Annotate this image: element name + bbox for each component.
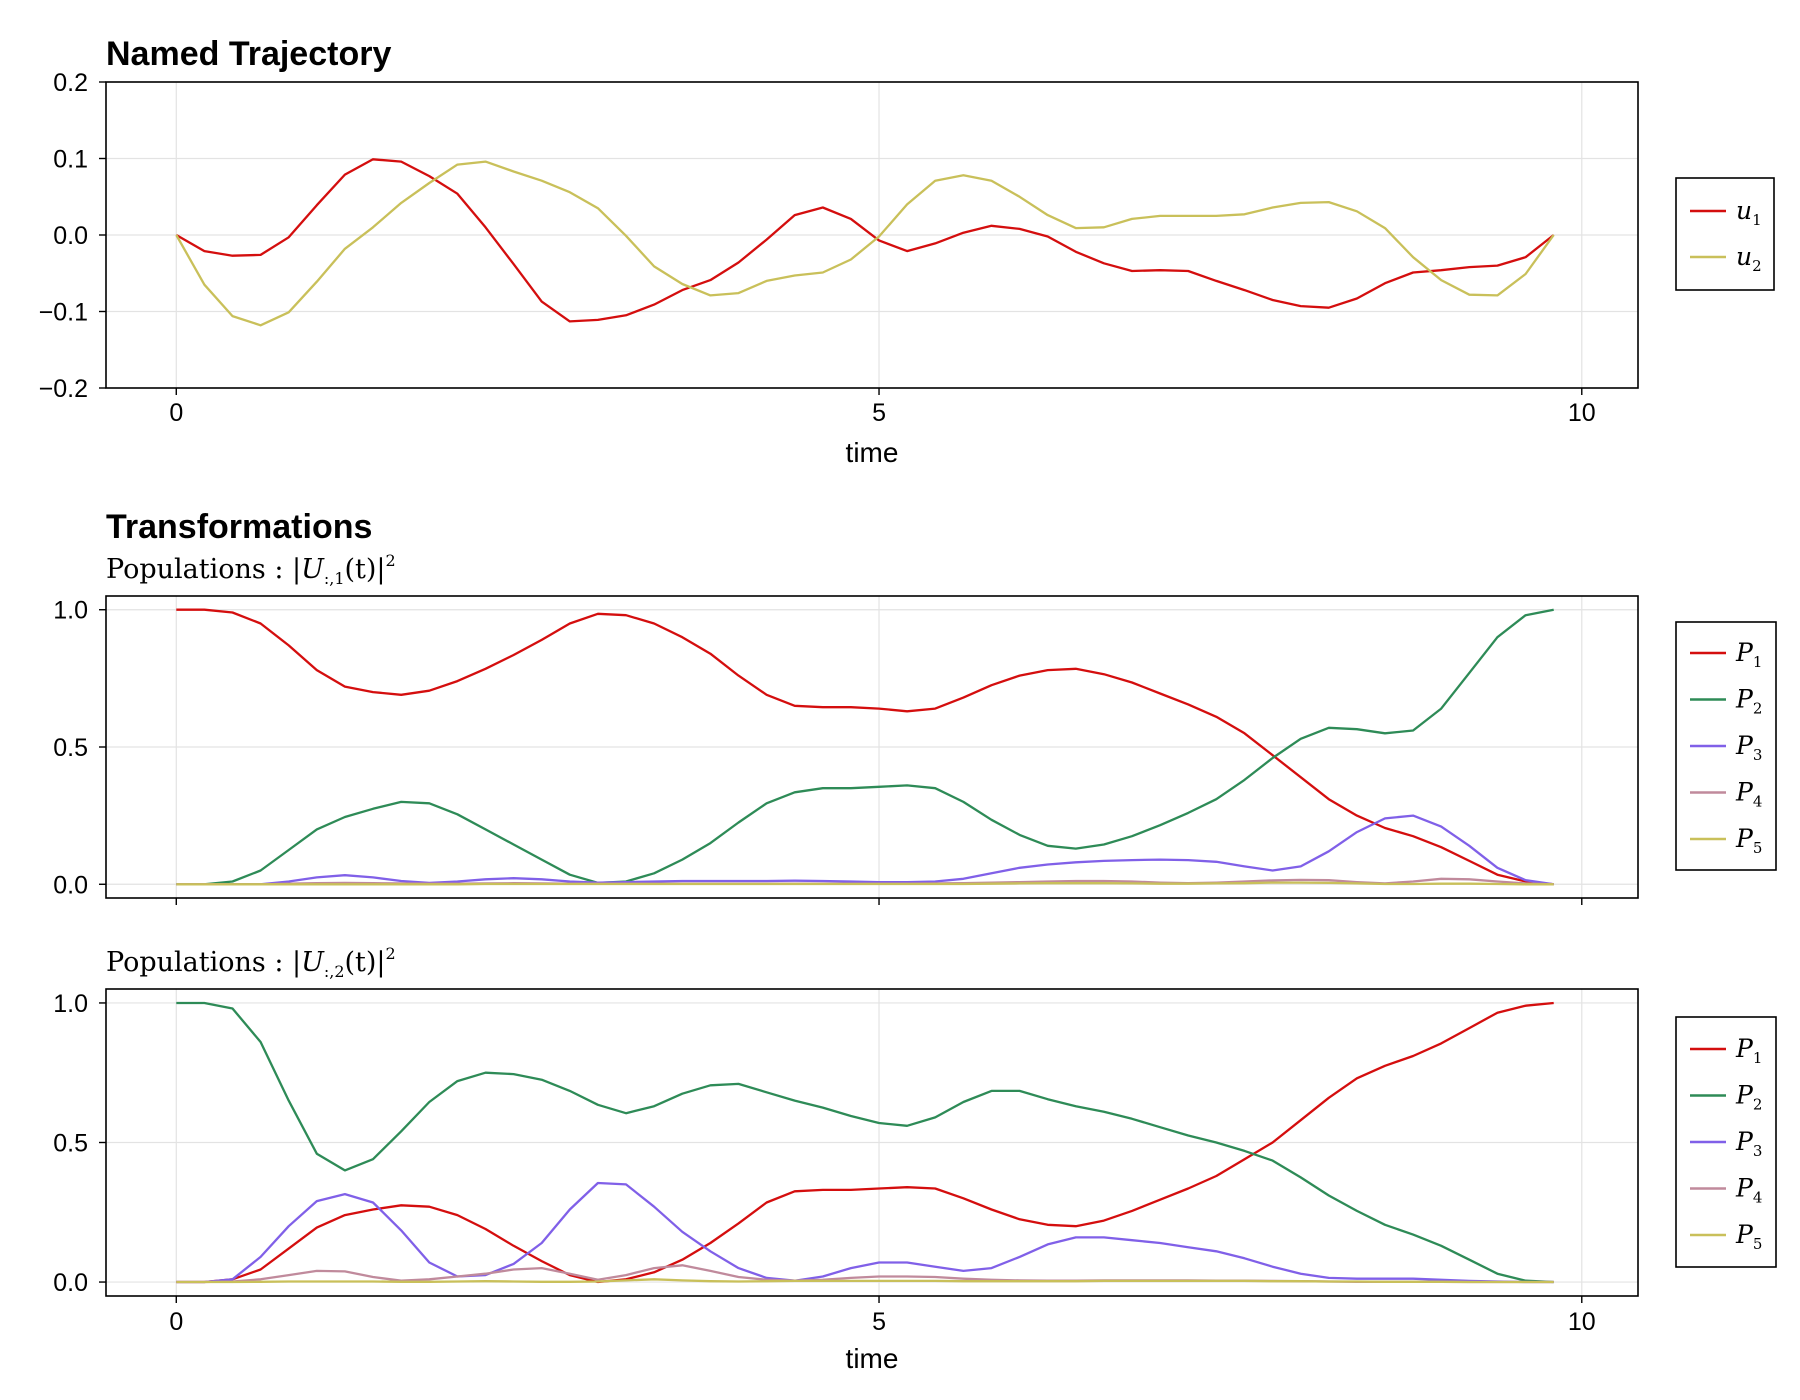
y-tick-label: 0.5 (53, 1130, 88, 1158)
legend-label-P4: P4 (1735, 1174, 1762, 1207)
y-tick-label: 0.5 (53, 734, 88, 762)
chart-subtitle: Populations : |U:,2(t)|2 (106, 944, 396, 981)
series-line-P3 (176, 1181, 1554, 1284)
chart-panel-3: Populations : |U:,2(t)|2 1.0 0.5 0.0 0 5 10 tim… (53, 944, 1777, 1374)
y-tick-label: 1.0 (53, 597, 88, 625)
series-line-P1 (176, 608, 1554, 886)
legend: P1 P2 P3 P4 P5 (1675, 1016, 1777, 1268)
series-line-u2 (175, 160, 1555, 327)
legend-label-P3: P3 (1735, 1127, 1762, 1160)
legend-label-u1: u1 (1736, 196, 1762, 229)
series-line-P2 (176, 1001, 1554, 1284)
y-tick-label: 0.2 (53, 69, 88, 97)
legend-label-P1: P1 (1735, 1034, 1762, 1067)
legend-label-u2: u2 (1736, 242, 1762, 275)
series-line-P2 (176, 608, 1554, 886)
x-tick-label: 0 (169, 1308, 183, 1336)
legend-label-P2: P2 (1735, 1081, 1762, 1114)
chart-subtitle: Populations : |U:,1(t)|2 (106, 551, 396, 588)
x-axis-label: time (846, 1343, 899, 1374)
x-tick-label: 10 (1568, 1308, 1596, 1336)
y-tick-label: 1.0 (53, 990, 88, 1018)
series-line-u1 (175, 158, 1555, 323)
legend-box (1675, 177, 1775, 291)
legend: P1 P2 P3 P4 P5 (1675, 621, 1777, 871)
legend-label-P3: P3 (1735, 731, 1762, 764)
series-line-P5 (176, 881, 1554, 886)
legend-label-P5: P5 (1735, 824, 1762, 857)
series-line-P3 (176, 814, 1554, 886)
y-tick-label: 0.0 (53, 871, 88, 899)
legend-label-P4: P4 (1735, 778, 1762, 811)
x-tick-label: 10 (1568, 399, 1596, 427)
x-axis-label: time (846, 437, 899, 468)
legend-label-P5: P5 (1735, 1220, 1762, 1253)
y-tick-label: 0.1 (53, 146, 88, 174)
y-tick-label: 0.0 (53, 222, 88, 250)
series-line-P1 (176, 1001, 1554, 1284)
y-tick-label: −0.1 (39, 299, 88, 327)
y-tick-label: 0.0 (53, 1269, 88, 1297)
chart-title: Transformations (106, 508, 372, 546)
chart-panel-2: Transformations Populations : |U:,1(t)|2 1… (53, 508, 1777, 905)
x-tick-label: 5 (872, 399, 886, 427)
x-tick-label: 5 (872, 1308, 886, 1336)
y-tick-label: −0.2 (39, 375, 88, 403)
chart-title: Named Trajectory (106, 35, 391, 73)
legend-label-P1: P1 (1735, 638, 1762, 671)
chart-panel-1: Named Trajectory 0.2 0.1 0.0 −0.1 −0.2 0 5 10 tim… (39, 35, 1775, 468)
legend-label-P2: P2 (1735, 685, 1762, 718)
x-tick-label: 0 (169, 399, 183, 427)
series-line-P5 (176, 1278, 1554, 1284)
